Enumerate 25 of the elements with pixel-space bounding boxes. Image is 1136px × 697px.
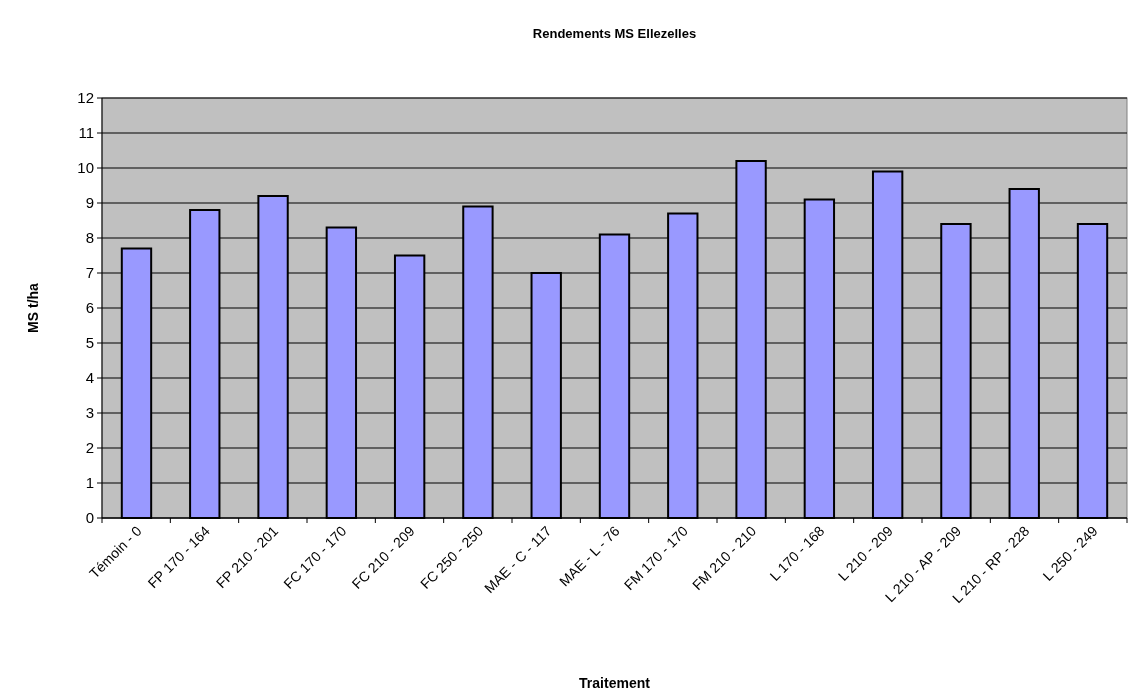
x-tick-label: L 210 - 209 — [834, 522, 896, 584]
chart-title: Rendements MS Ellezelles — [532, 26, 697, 41]
x-tick-label: FM 170 - 170 — [620, 522, 692, 593]
x-tick-label: FC 210 - 209 — [348, 522, 418, 592]
y-tick-label: 1 — [85, 474, 94, 492]
y-tick-label: 10 — [77, 159, 94, 177]
y-tick-label: 12 — [77, 89, 94, 107]
x-tick-label: L 170 - 168 — [766, 522, 828, 584]
y-tick-label: 4 — [85, 369, 94, 387]
y-tick-label: 7 — [85, 264, 94, 282]
y-tick-label: 11 — [78, 124, 94, 142]
y-tick-label: 0 — [85, 509, 94, 527]
y-tick-label: 2 — [85, 439, 94, 457]
y-tick-label: 3 — [85, 404, 94, 422]
y-tick-label: 6 — [85, 299, 94, 317]
y-tick-label: 9 — [85, 194, 94, 212]
x-tick-label: FP 170 - 164 — [144, 522, 214, 592]
y-tick-label: 5 — [85, 334, 94, 352]
x-tick-label: FM 210 - 210 — [689, 522, 760, 593]
y-tick-label: 8 — [85, 229, 94, 247]
x-axis-title: Traitement — [579, 675, 651, 691]
x-tick-label: FP 210 - 201 — [212, 522, 282, 592]
x-tick-label: L 250 - 249 — [1039, 522, 1101, 584]
x-tick-label: FC 170 - 170 — [280, 522, 350, 592]
y-axis-title: MS t/ha — [25, 282, 41, 333]
